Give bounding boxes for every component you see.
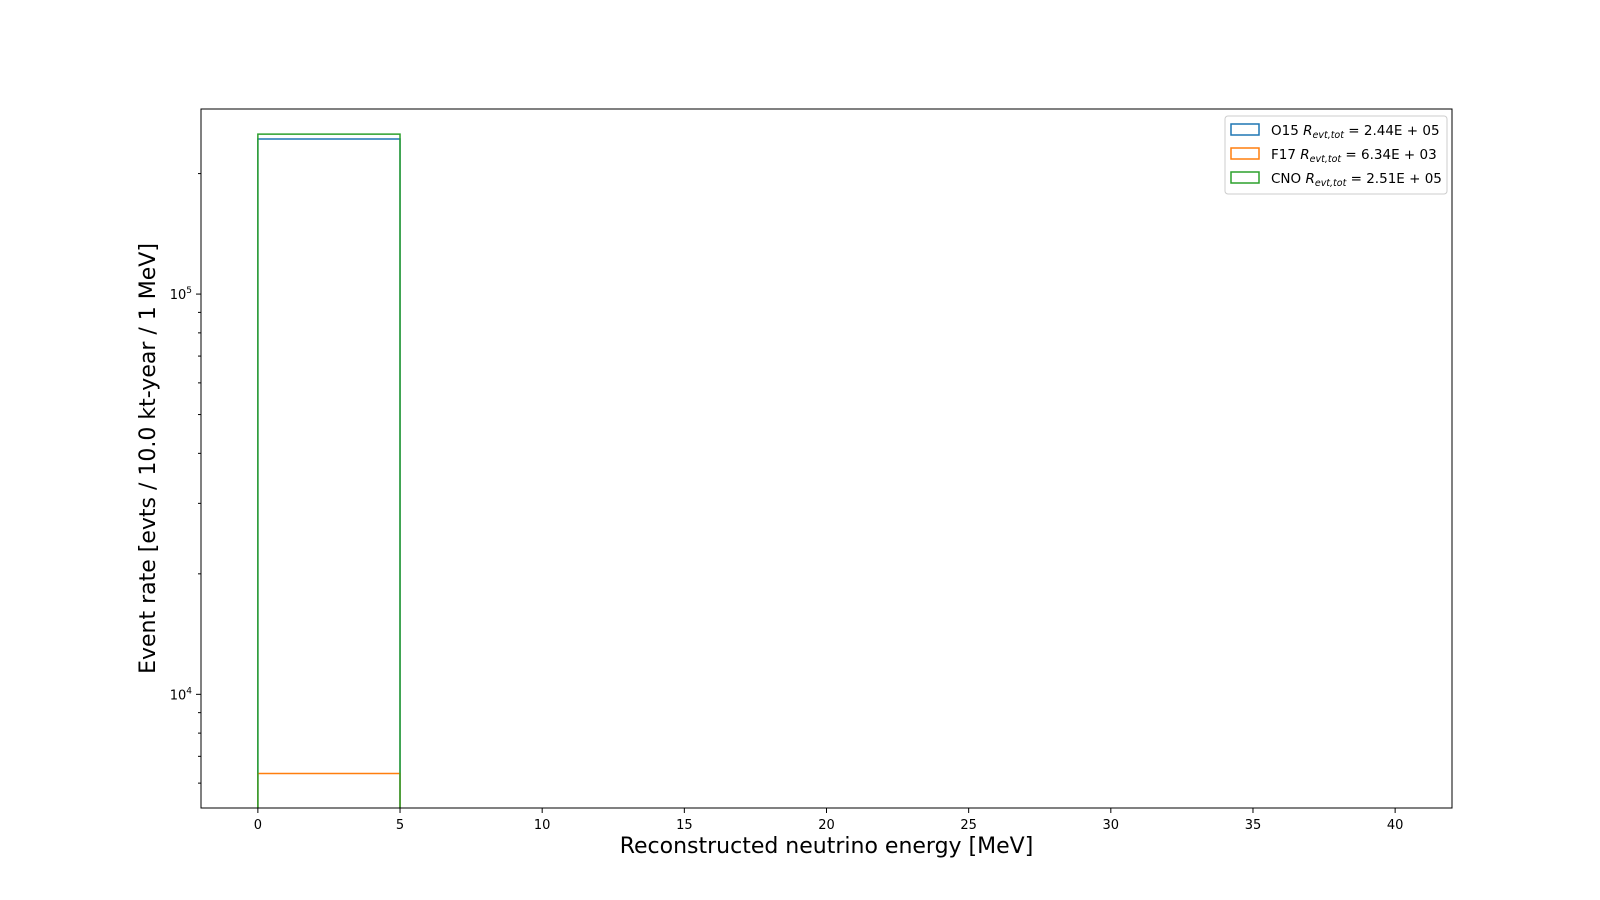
legend-swatch-o15 [1230,123,1260,136]
series-cno-step [257,133,401,808]
legend-swatch-f17 [1230,147,1260,160]
x-tick-label: 15 [676,818,693,833]
x-tick-label: 40 [1387,818,1404,833]
x-tick-label: 0 [254,818,262,833]
x-tick-label: 5 [396,818,404,833]
y-tick-label: 104 [170,686,193,703]
x-axis-label: Reconstructed neutrino energy [MeV] [620,834,1034,859]
plot-frame [200,108,1453,809]
y-axis-label: Event rate [evts / 10.0 kt-year / 1 MeV] [136,243,161,674]
plot-area [257,133,401,808]
x-tick-label: 25 [960,818,977,833]
x-tick-label: 30 [1103,818,1120,833]
series-f17-step [257,772,401,808]
legend-swatch-cno [1230,171,1260,184]
y-tick-label: 105 [170,286,192,303]
x-tick-label: 10 [534,818,551,833]
series-o15-step [257,138,401,808]
x-axis-ticks: 0 5 10 15 20 25 30 35 40 [254,808,1404,833]
x-tick-label: 35 [1245,818,1262,833]
legend: O15 Revt,tot = 2.44E + 05 F17 Revt,tot = … [1224,115,1448,195]
legend-entry-cno: CNO Revt,tot = 2.51E + 05 [1271,171,1442,189]
y-axis-ticks: 104 105 [170,173,201,784]
legend-entry-f17: F17 Revt,tot = 6.34E + 03 [1271,147,1437,165]
legend-entry-o15: O15 Revt,tot = 2.44E + 05 [1271,123,1440,141]
x-tick-label: 20 [818,818,835,833]
legend-box [1224,115,1448,195]
